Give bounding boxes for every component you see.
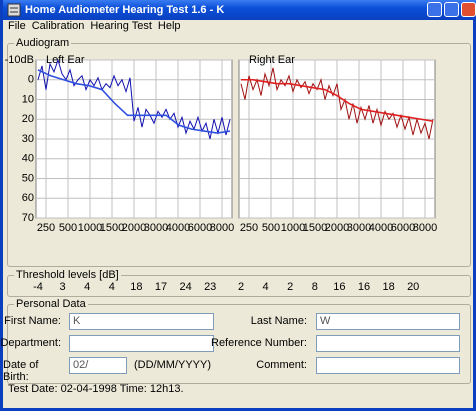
- threshold-value: 16: [358, 281, 370, 293]
- field-hint: (DD/MM/YYYY): [134, 359, 211, 371]
- y-tick-label: -10dB: [5, 54, 34, 66]
- x-tick-label: 8000: [210, 222, 234, 234]
- text-input[interactable]: [69, 335, 214, 352]
- chart-name: Right Ear: [249, 54, 295, 66]
- menu-bar: File Calibration Hearing Test Help: [5, 20, 184, 34]
- text-input[interactable]: [316, 357, 460, 374]
- threshold-value: -4: [33, 281, 43, 293]
- x-tick-label: 250: [240, 222, 258, 234]
- x-tick-label: 1000: [78, 222, 102, 234]
- threshold-value: 4: [109, 281, 115, 293]
- threshold-value: 4: [84, 281, 90, 293]
- chart-name: Left Ear: [46, 54, 85, 66]
- y-tick-label: 0: [28, 74, 34, 86]
- threshold-value: 4: [263, 281, 269, 293]
- x-tick-label: 4000: [369, 222, 393, 234]
- x-tick-label: 250: [37, 222, 55, 234]
- threshold-value: 2: [238, 281, 244, 293]
- menu-item[interactable]: Hearing Test: [90, 20, 152, 32]
- group-label: Personal Data: [14, 298, 88, 310]
- text-input[interactable]: 02/: [69, 357, 127, 374]
- x-tick-label: 500: [262, 222, 280, 234]
- y-tick-label: 20: [22, 113, 34, 125]
- group-label: Audiogram: [14, 37, 72, 49]
- x-tick-label: 1500: [100, 222, 124, 234]
- title-bar: Home Audiometer Hearing Test 1.6 - K: [3, 0, 476, 20]
- field-label: Last Name:: [250, 315, 307, 327]
- x-tick-label: 6000: [188, 222, 212, 234]
- threshold-value: 24: [179, 281, 191, 293]
- threshold-value: 17: [155, 281, 167, 293]
- field-label: Department:: [0, 337, 61, 349]
- audiogram: 250 500 1000150020003000400060008000-10dB0…: [5, 54, 438, 293]
- threshold-value: 16: [333, 281, 345, 293]
- x-tick-label: 1500: [303, 222, 327, 234]
- text-input[interactable]: K: [69, 313, 214, 330]
- x-tick-label: 3000: [144, 222, 168, 234]
- window-title: Home Audiometer Hearing Test 1.6 - K: [25, 4, 225, 16]
- minimize-button[interactable]: [427, 2, 442, 17]
- y-tick-label: 30: [22, 133, 34, 145]
- y-tick-label: 50: [22, 172, 34, 184]
- audiogram-group: Audiogram: [7, 37, 471, 267]
- field-label: First Name:: [4, 315, 61, 327]
- x-tick-label: 2000: [122, 222, 146, 234]
- field-label: Comment:: [256, 359, 307, 371]
- threshold-value: 18: [130, 281, 142, 293]
- maximize-button[interactable]: [444, 2, 459, 17]
- fit-line: [37, 69, 231, 134]
- status: Test Date: 02-04-1998 Time: 12h13.: [8, 383, 184, 395]
- group-label: Threshold levels [dB]: [14, 269, 121, 281]
- threshold-value: 3: [60, 281, 66, 293]
- x-tick-label: 4000: [166, 222, 190, 234]
- personal-group: Personal Data: [7, 298, 471, 384]
- x-tick-label: 2000: [325, 222, 349, 234]
- threshold-value: 18: [382, 281, 394, 293]
- text-input[interactable]: [316, 335, 460, 352]
- menu-item[interactable]: Calibration: [31, 20, 85, 32]
- x-tick-label: 1000: [281, 222, 305, 234]
- x-tick-label: 3000: [347, 222, 371, 234]
- app-icon: [7, 3, 21, 17]
- threshold-value: 20: [407, 281, 419, 293]
- fit-line: [241, 78, 434, 123]
- y-tick-label: 60: [22, 192, 34, 204]
- menu-item[interactable]: Help: [157, 20, 181, 32]
- y-tick-label: 40: [22, 153, 34, 165]
- text-input[interactable]: W: [316, 313, 460, 330]
- threshold-value: 8: [312, 281, 318, 293]
- y-tick-label: 10: [22, 93, 34, 105]
- x-tick-label: 6000: [391, 222, 415, 234]
- menu-item[interactable]: File: [8, 20, 26, 32]
- field-label: Date of Birth:: [3, 359, 39, 383]
- threshold-value: 23: [204, 281, 216, 293]
- x-tick-label: 500: [59, 222, 77, 234]
- x-tick-label: 8000: [413, 222, 437, 234]
- threshold-value: 2: [287, 281, 293, 293]
- response-line: [37, 58, 231, 140]
- threshold-group: Threshold levels [dB]: [7, 269, 471, 297]
- y-tick-label: 70: [22, 212, 34, 224]
- field-label: Reference Number:: [211, 337, 307, 349]
